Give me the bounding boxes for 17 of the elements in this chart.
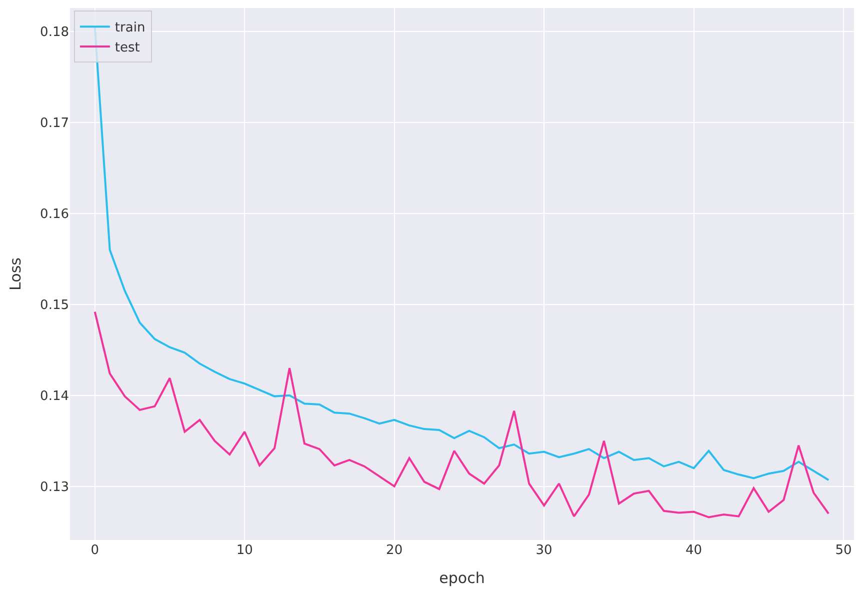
y-tick-label: 0.17 [40, 116, 69, 132]
y-tick-label: 0.13 [40, 480, 69, 495]
y-tick-label: 0.16 [40, 207, 69, 222]
x-tick-label: 0 [90, 543, 99, 558]
x-tick-label: 10 [236, 543, 253, 558]
y-tick-label: 0.14 [40, 388, 69, 404]
y-axis-title: Loss [6, 257, 24, 290]
x-tick-label: 40 [686, 543, 702, 558]
x-axis-title: epoch [439, 569, 485, 587]
y-tick-label: 0.15 [40, 298, 69, 314]
y-tick-label: 0.18 [40, 25, 69, 40]
x-tick-label: 20 [386, 543, 403, 558]
line-series [94, 310, 830, 518]
legend-label: test [114, 40, 140, 56]
x-tick-label: 30 [536, 543, 552, 558]
x-tick-label: 50 [835, 543, 852, 558]
legend-label: train [114, 20, 146, 36]
